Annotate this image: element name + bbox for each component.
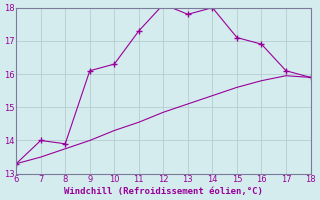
X-axis label: Windchill (Refroidissement éolien,°C): Windchill (Refroidissement éolien,°C) (64, 187, 263, 196)
